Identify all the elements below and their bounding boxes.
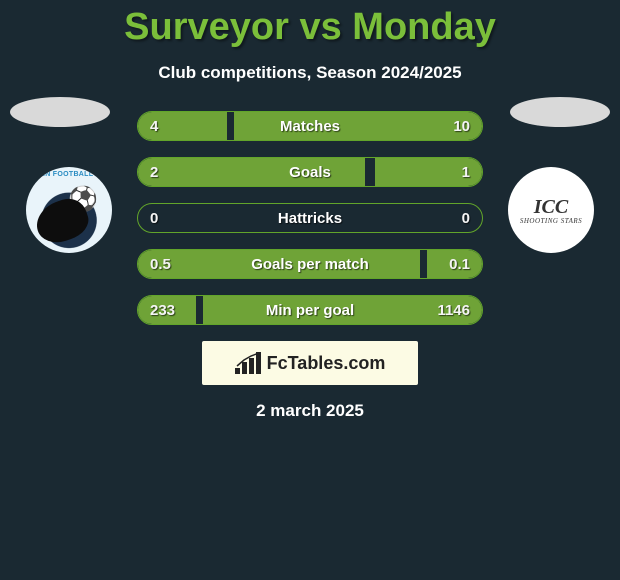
stat-bar: 2331146Min per goal xyxy=(137,295,483,325)
stat-label: Min per goal xyxy=(138,296,482,325)
stat-bar: 410Matches xyxy=(137,111,483,141)
page-title: Surveyor vs Monday xyxy=(0,0,620,49)
flag-ellipse-left xyxy=(10,97,110,127)
club-badge-right: ICC SHOOTING STARS xyxy=(508,167,594,253)
club-badge-left-text: -PHIN FOOTBALL CL- xyxy=(26,171,112,178)
stat-bar: 0.50.1Goals per match xyxy=(137,249,483,279)
stat-bars: 410Matches 21Goals 00Hattricks 0.50.1Goals … xyxy=(137,111,483,325)
club-badge-left: -PHIN FOOTBALL CL- xyxy=(26,167,112,253)
stat-bar: 21Goals xyxy=(137,157,483,187)
stat-label: Goals per match xyxy=(138,250,482,279)
comparison-panel: -PHIN FOOTBALL CL- ICC SHOOTING STARS 41… xyxy=(0,111,620,421)
stat-label: Goals xyxy=(138,158,482,187)
stat-bar: 00Hattricks xyxy=(137,203,483,233)
match-date: 2 march 2025 xyxy=(0,401,620,421)
fctables-icon xyxy=(235,352,263,374)
fctables-badge: FcTables.com xyxy=(202,341,418,385)
stat-label: Matches xyxy=(138,112,482,141)
stat-label: Hattricks xyxy=(138,204,482,233)
club-badge-right-sub: SHOOTING STARS xyxy=(520,217,582,225)
subtitle: Club competitions, Season 2024/2025 xyxy=(0,63,620,83)
flag-ellipse-right xyxy=(510,97,610,127)
fctables-text: FcTables.com xyxy=(267,353,386,374)
club-badge-right-main: ICC xyxy=(520,196,582,219)
